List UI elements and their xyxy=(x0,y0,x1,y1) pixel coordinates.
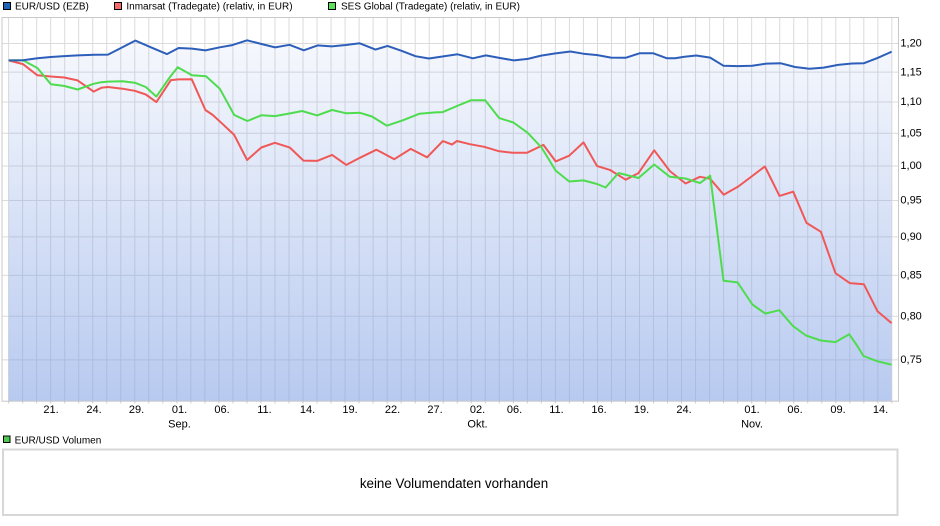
svg-text:11.: 11. xyxy=(549,404,563,416)
svg-text:Okt.: Okt. xyxy=(467,419,487,431)
svg-text:06.: 06. xyxy=(507,404,522,416)
svg-text:0,80: 0,80 xyxy=(900,311,921,323)
svg-text:keine Volumendaten vorhanden: keine Volumendaten vorhanden xyxy=(360,476,548,491)
svg-text:09.: 09. xyxy=(830,404,845,416)
svg-text:EUR/USD (EZB): EUR/USD (EZB) xyxy=(15,1,89,12)
svg-text:16.: 16. xyxy=(591,404,606,416)
svg-text:1,10: 1,10 xyxy=(900,96,921,108)
svg-text:Nov.: Nov. xyxy=(741,419,763,431)
svg-text:1,00: 1,00 xyxy=(900,160,921,172)
svg-text:0,75: 0,75 xyxy=(900,354,921,366)
svg-text:1,15: 1,15 xyxy=(900,66,921,78)
svg-text:SES Global (Tradegate) (relati: SES Global (Tradegate) (relativ, in EUR) xyxy=(341,1,520,12)
svg-text:22.: 22. xyxy=(385,404,400,416)
svg-text:14.: 14. xyxy=(300,404,315,416)
svg-text:EUR/USD Volumen: EUR/USD Volumen xyxy=(15,436,102,447)
svg-text:06.: 06. xyxy=(787,404,802,416)
svg-text:29.: 29. xyxy=(129,404,144,416)
svg-text:Inmarsat (Tradegate) (relativ,: Inmarsat (Tradegate) (relativ, in EUR) xyxy=(126,1,292,12)
svg-text:01.: 01. xyxy=(172,404,187,416)
svg-text:02.: 02. xyxy=(470,404,485,416)
svg-text:1,05: 1,05 xyxy=(900,127,921,139)
svg-text:0,90: 0,90 xyxy=(900,231,921,243)
svg-text:24.: 24. xyxy=(676,404,691,416)
svg-text:14.: 14. xyxy=(873,404,888,416)
svg-text:Sep.: Sep. xyxy=(168,419,191,431)
svg-text:0,85: 0,85 xyxy=(900,270,921,282)
svg-text:06.: 06. xyxy=(214,404,229,416)
svg-text:0,95: 0,95 xyxy=(900,195,921,207)
svg-text:01.: 01. xyxy=(744,404,759,416)
svg-text:24.: 24. xyxy=(86,404,101,416)
svg-text:1,20: 1,20 xyxy=(900,38,921,50)
svg-text:21.: 21. xyxy=(43,404,58,416)
svg-text:19.: 19. xyxy=(634,404,649,416)
svg-text:11.: 11. xyxy=(257,404,271,416)
svg-text:27.: 27. xyxy=(427,404,442,416)
svg-text:19.: 19. xyxy=(342,404,357,416)
